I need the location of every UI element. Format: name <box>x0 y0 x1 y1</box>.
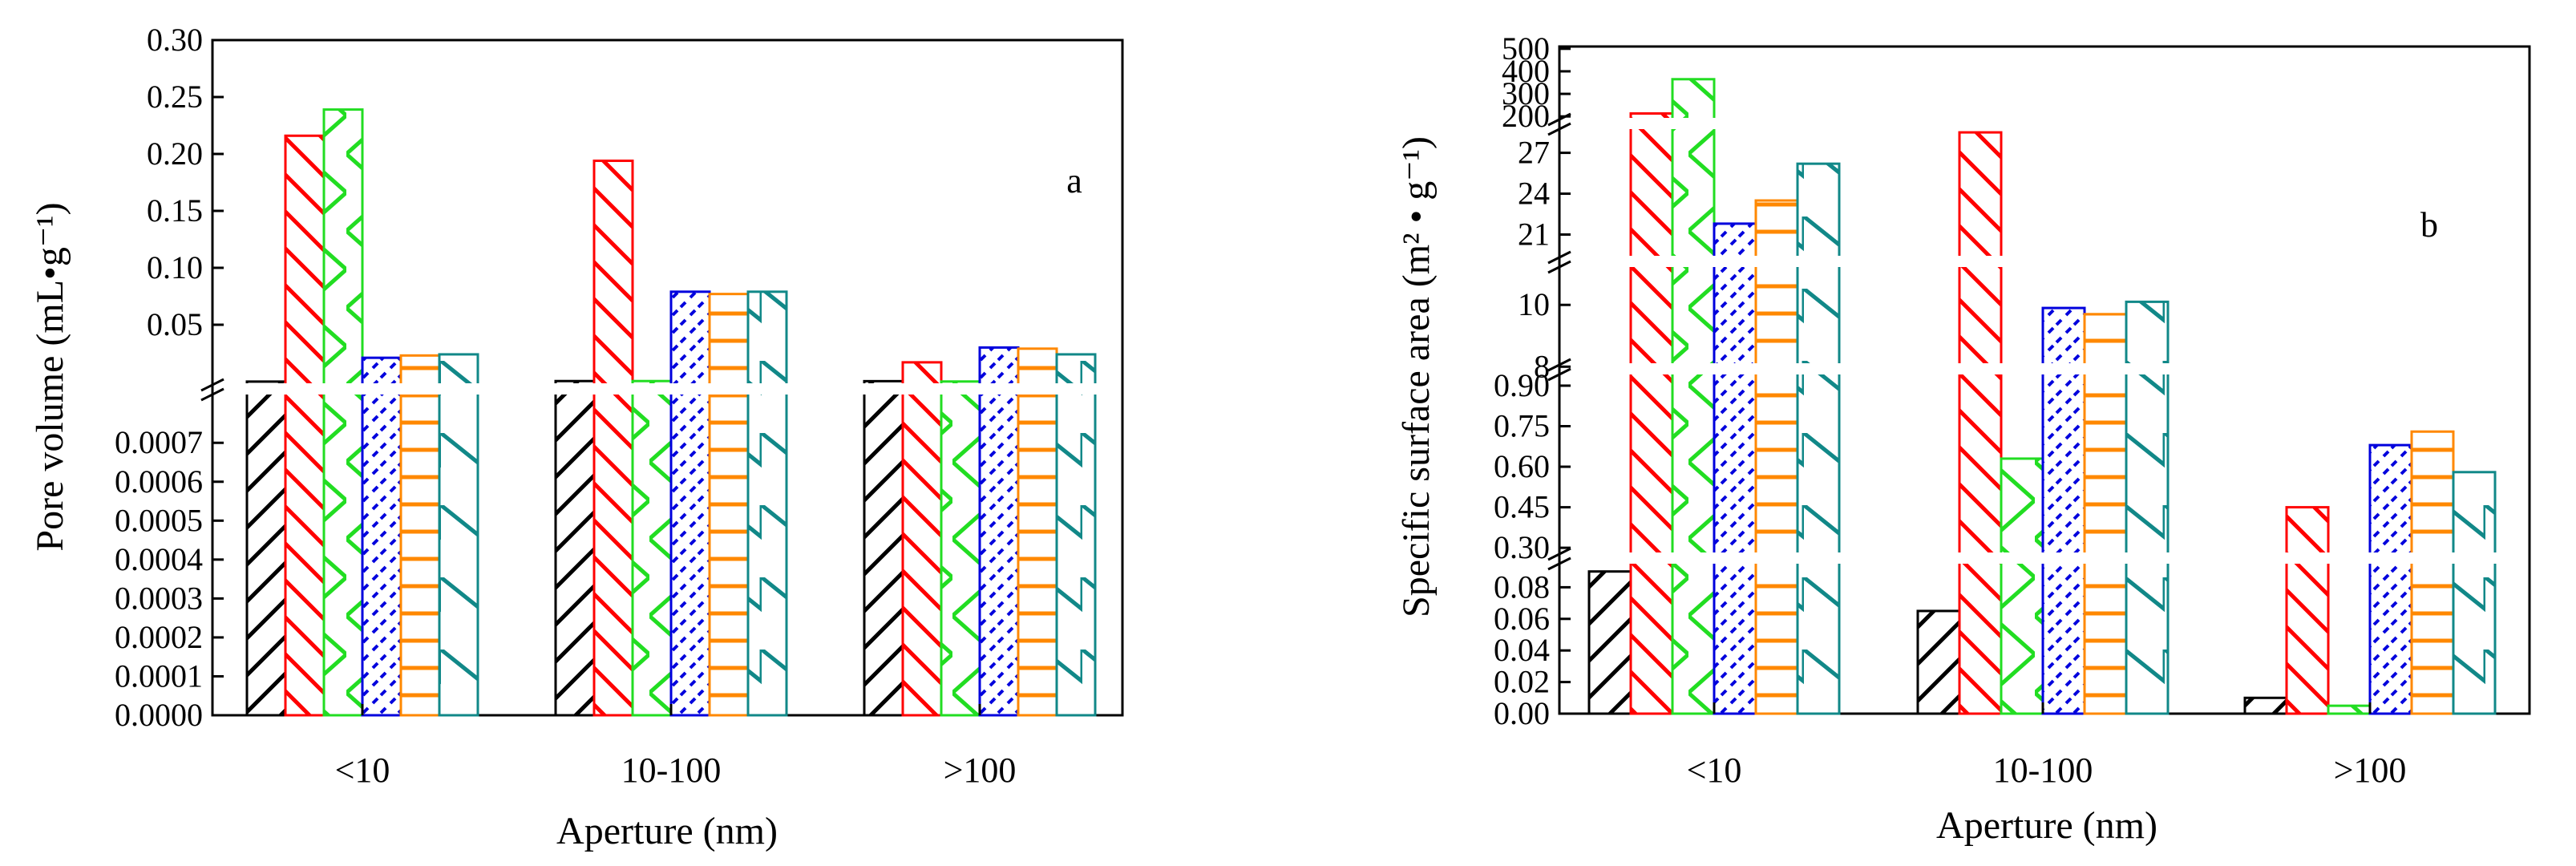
panel-a-label: a <box>1066 161 1082 200</box>
bar-5-2 <box>1055 353 1097 717</box>
panel-a: 0.00000.00010.00020.00030.00040.00050.00… <box>29 22 1124 852</box>
y-tick-label: 0.90 <box>1494 367 1550 403</box>
y-tick-label: 0.75 <box>1494 408 1550 444</box>
panel-a-y-axis: 0.00000.00010.00020.00030.00040.00050.00… <box>115 22 224 733</box>
y-tick-label: 0.0007 <box>115 424 203 460</box>
bar-SG-1 <box>631 379 673 717</box>
axis-break-mark <box>1547 358 1571 382</box>
y-tick-label: 0.0006 <box>115 463 203 500</box>
axis-break-mark <box>1547 547 1571 571</box>
axis-break-mark <box>200 378 224 402</box>
x-tick-label: 10-100 <box>621 751 722 790</box>
y-tick-label: 0.02 <box>1494 664 1550 700</box>
x-tick-label: <10 <box>1687 751 1742 790</box>
bar-4-1 <box>708 293 750 717</box>
y-tick-label: 0.20 <box>147 136 203 172</box>
bar-3-0 <box>361 356 402 717</box>
bar-AA-0 <box>284 134 326 717</box>
bar-SG-1 <box>2000 457 2044 715</box>
bar-SG-2 <box>940 380 981 717</box>
bar-AA-2 <box>2285 506 2330 715</box>
panel-b-bars <box>1561 78 2526 715</box>
panel-a-x-axis: <10 10-100 >100 <box>335 704 1017 790</box>
bar-Coal-1 <box>1916 609 1961 715</box>
y-tick-label: 500 <box>1502 30 1550 67</box>
y-tick-label: 0.10 <box>147 249 203 285</box>
y-tick-label: 0.0000 <box>115 697 203 733</box>
bar-AA-1 <box>1958 131 2003 715</box>
panel-b-y-label: Specific surface area (m² • g⁻¹) <box>1395 136 1438 617</box>
bar-4-1 <box>2083 313 2128 715</box>
axis-break-band <box>1561 552 2526 564</box>
panel-b: 0.000.020.040.060.08 0.30 0.45 0.60 0.75 0.90… <box>1395 30 2531 847</box>
bar-SG-0 <box>322 108 364 717</box>
bar-Coal-1 <box>554 379 596 717</box>
y-tick-label: 0.05 <box>147 306 203 342</box>
bar-AA-1 <box>592 160 634 717</box>
panel-b-y-axis: 0.000.020.040.060.08 0.30 0.45 0.60 0.75 0.90… <box>1494 30 1571 731</box>
y-tick-label: 10 <box>1518 286 1550 322</box>
bar-Coal-2 <box>863 379 904 717</box>
y-tick-label: 8 <box>1534 348 1550 384</box>
panel-b-x-axis: <10 10-100 >100 <box>1687 702 2407 790</box>
y-tick-label: 0.60 <box>1494 448 1550 484</box>
bar-5-2 <box>2452 471 2497 715</box>
axis-break-band <box>1561 363 2526 374</box>
bar-4-2 <box>2410 430 2455 715</box>
bar-5-0 <box>1796 162 1841 715</box>
axis-break-band <box>1561 118 2526 129</box>
bar-3-1 <box>669 290 711 717</box>
bar-AA-2 <box>901 361 943 717</box>
y-tick-label: 0.30 <box>1494 529 1550 565</box>
bar-Coal-2 <box>2243 696 2288 715</box>
bar-3-0 <box>1713 222 1757 715</box>
bar-5-0 <box>438 353 479 717</box>
y-tick-label: 0.04 <box>1494 632 1550 668</box>
bar-4-2 <box>1017 347 1058 717</box>
y-tick-label: 0.0001 <box>115 658 203 694</box>
y-tick-label: 0.08 <box>1494 569 1550 605</box>
axis-break-band <box>214 383 1119 395</box>
x-tick-label: >100 <box>944 751 1017 790</box>
y-tick-label: 0.0003 <box>115 580 203 616</box>
y-tick-label: 0.25 <box>147 79 203 115</box>
bar-4-0 <box>399 354 441 717</box>
y-tick-label: 0.45 <box>1494 489 1550 525</box>
bar-3-2 <box>978 346 1020 717</box>
y-tick-label: 21 <box>1518 216 1550 253</box>
bar-5-1 <box>746 290 788 717</box>
bar-AA-0 <box>1629 112 1674 715</box>
bar-3-1 <box>2041 306 2086 715</box>
bar-4-0 <box>1754 199 1799 715</box>
x-tick-label: >100 <box>2334 751 2407 790</box>
bar-Coal-0 <box>245 380 287 717</box>
y-tick-label: 0.30 <box>147 22 203 58</box>
bar-SG-2 <box>2327 704 2372 715</box>
y-tick-label: 0.15 <box>147 192 203 229</box>
y-tick-label: 400 <box>1502 53 1550 89</box>
y-tick-label: 200 <box>1502 98 1550 134</box>
bar-Coal-0 <box>1587 570 1632 715</box>
bar-3-2 <box>2368 443 2413 715</box>
y-tick-label: 0.0004 <box>115 541 203 577</box>
panel-a-bars <box>214 108 1119 717</box>
panel-b-label: b <box>2420 205 2438 245</box>
y-tick-label: 27 <box>1518 135 1550 171</box>
x-tick-label: 10-100 <box>1993 751 2093 790</box>
axis-break-mark <box>1547 250 1571 274</box>
y-tick-label: 0.00 <box>1494 695 1550 731</box>
y-tick-label: 0.06 <box>1494 601 1550 637</box>
panel-a-x-label: Aperture (nm) <box>556 810 778 852</box>
x-tick-label: <10 <box>335 751 390 790</box>
y-tick-label: 300 <box>1502 75 1550 111</box>
panel-b-x-label: Aperture (nm) <box>1936 804 2157 847</box>
y-tick-label: 0.0002 <box>115 619 203 655</box>
y-tick-label: 0.0005 <box>115 502 203 538</box>
panel-a-y-label: Pore volume (mL•g⁻¹) <box>29 202 71 551</box>
bar-SG-0 <box>1671 78 1716 715</box>
y-tick-label: 24 <box>1518 176 1550 212</box>
axis-break-band <box>1561 256 2526 267</box>
